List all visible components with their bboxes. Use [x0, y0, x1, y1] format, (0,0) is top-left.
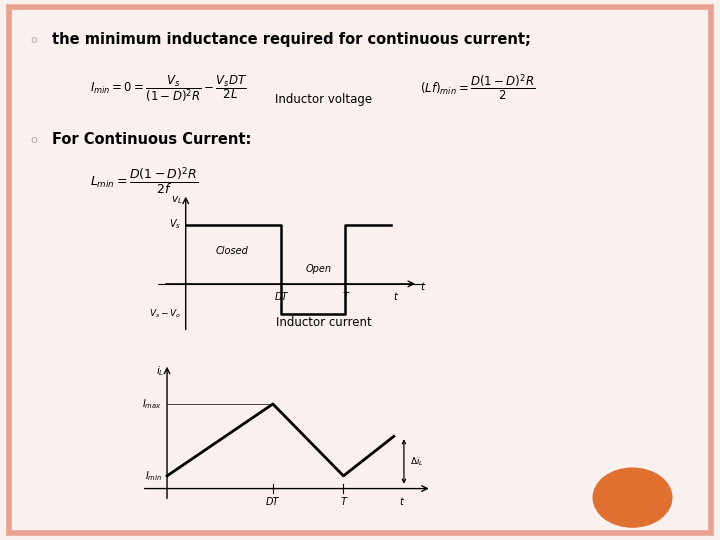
Text: T: T: [341, 497, 346, 507]
Text: $I_{max}$: $I_{max}$: [143, 397, 162, 411]
Text: t: t: [399, 497, 402, 507]
Text: o: o: [30, 135, 37, 145]
Text: the minimum inductance required for continuous current;: the minimum inductance required for cont…: [52, 32, 531, 47]
Text: $I_{min}$: $I_{min}$: [145, 469, 162, 483]
Text: DT: DT: [274, 292, 288, 301]
Text: $V_s - V_o$: $V_s - V_o$: [148, 307, 181, 320]
Text: $L_{min} = \dfrac{D(1-D)^2 R}{2f}$: $L_{min} = \dfrac{D(1-D)^2 R}{2f}$: [90, 165, 198, 197]
Text: $(Lf)_{min} = \dfrac{D(1-D)^2 R}{2}$: $(Lf)_{min} = \dfrac{D(1-D)^2 R}{2}$: [420, 73, 535, 103]
Text: t: t: [393, 292, 397, 301]
Text: $v_L$: $v_L$: [171, 194, 182, 206]
Text: $\Delta i_L$: $\Delta i_L$: [410, 455, 424, 468]
Text: T: T: [342, 292, 348, 301]
Circle shape: [593, 468, 672, 527]
Text: For Continuous Current:: For Continuous Current:: [52, 132, 251, 147]
Text: o: o: [30, 35, 37, 45]
Text: $i_L$: $i_L$: [156, 364, 165, 377]
Text: $t$: $t$: [420, 280, 427, 292]
Text: Closed: Closed: [215, 246, 248, 256]
Text: Inductor current: Inductor current: [276, 316, 372, 329]
Text: Inductor voltage: Inductor voltage: [275, 93, 372, 106]
Text: Open: Open: [305, 264, 331, 274]
Text: $V_s$: $V_s$: [169, 218, 181, 232]
Text: DT: DT: [266, 497, 279, 507]
Text: $I_{min} = 0 = \dfrac{V_s}{(1-D)^2 R} - \dfrac{V_s DT}{2L}$: $I_{min} = 0 = \dfrac{V_s}{(1-D)^2 R} - …: [90, 73, 247, 104]
